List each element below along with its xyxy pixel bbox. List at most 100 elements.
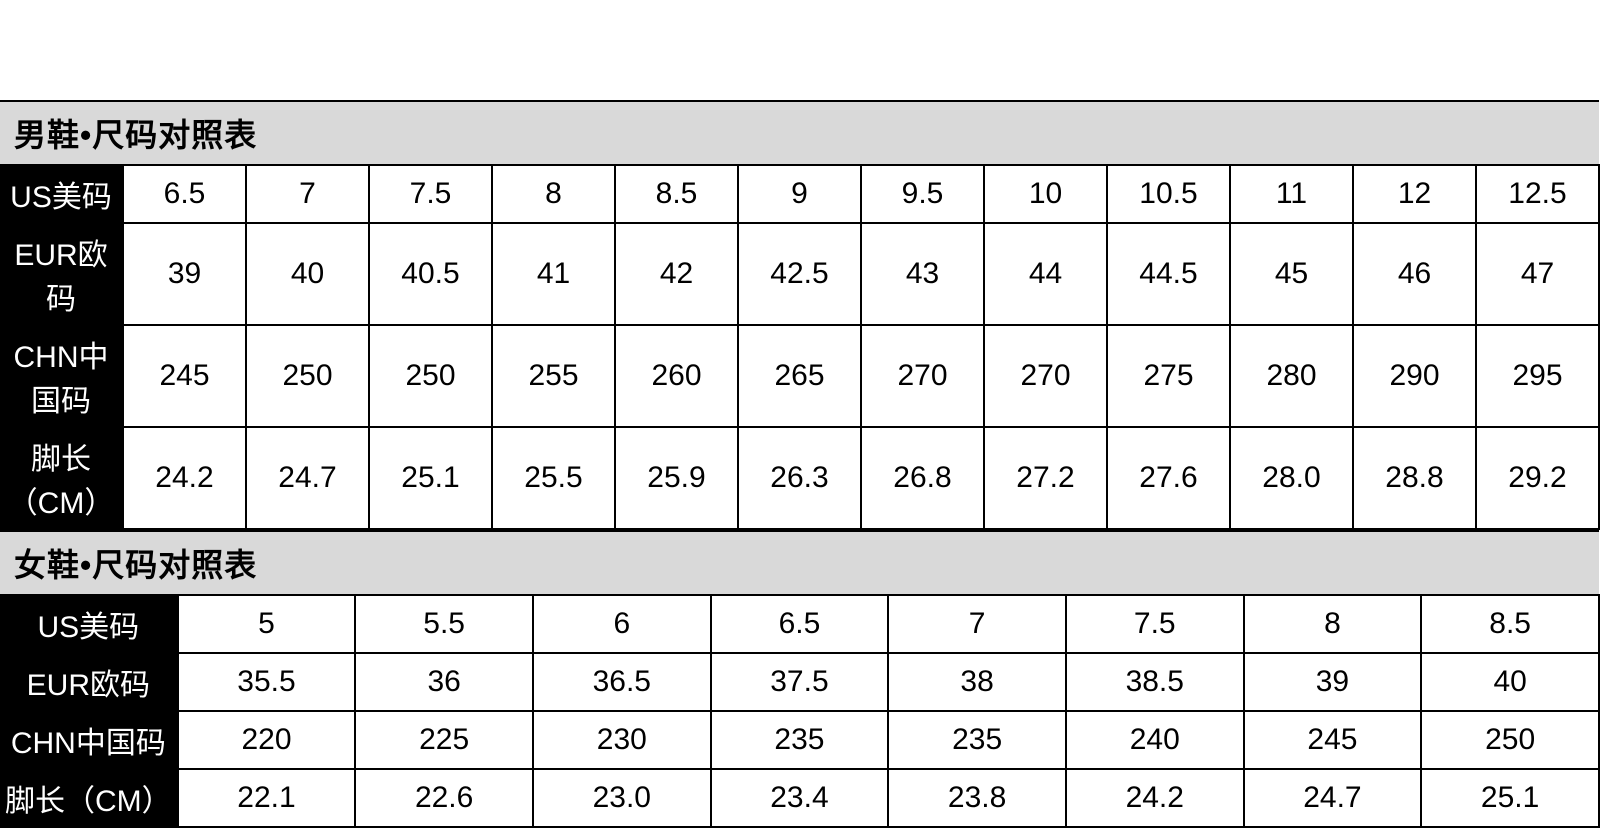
table-cell: 240 [1066, 711, 1244, 769]
table-cell: 10 [984, 165, 1107, 223]
womens-title-row: 女鞋•尺码对照表 [0, 531, 1599, 595]
mens-row-length: 脚长（CM） 24.2 24.7 25.1 25.5 25.9 26.3 26.… [0, 427, 1599, 529]
womens-row-chn: CHN中国码 220 225 230 235 235 240 245 250 [0, 711, 1599, 769]
table-cell: 275 [1107, 325, 1230, 427]
table-cell: 28.8 [1353, 427, 1476, 529]
table-cell: 270 [984, 325, 1107, 427]
table-cell: 41 [492, 223, 615, 325]
table-cell: 8.5 [615, 165, 738, 223]
table-cell: 29.2 [1476, 427, 1599, 529]
table-cell: 235 [711, 711, 889, 769]
table-cell: 44.5 [1107, 223, 1230, 325]
table-cell: 42 [615, 223, 738, 325]
womens-label-length: 脚长（CM） [0, 769, 178, 827]
table-cell: 6 [533, 595, 711, 653]
table-cell: 36 [355, 653, 533, 711]
table-cell: 9 [738, 165, 861, 223]
table-cell: 235 [888, 711, 1066, 769]
table-cell: 295 [1476, 325, 1599, 427]
table-cell: 12 [1353, 165, 1476, 223]
table-cell: 270 [861, 325, 984, 427]
mens-label-length: 脚长（CM） [0, 427, 123, 529]
table-cell: 6.5 [123, 165, 246, 223]
table-cell: 40.5 [369, 223, 492, 325]
table-cell: 25.9 [615, 427, 738, 529]
table-cell: 250 [369, 325, 492, 427]
table-cell: 44 [984, 223, 1107, 325]
table-cell: 7.5 [1066, 595, 1244, 653]
table-cell: 39 [123, 223, 246, 325]
table-cell: 22.1 [178, 769, 356, 827]
table-cell: 25.1 [369, 427, 492, 529]
table-cell: 260 [615, 325, 738, 427]
mens-row-chn: CHN中国码 245 250 250 255 260 265 270 270 2… [0, 325, 1599, 427]
table-cell: 24.2 [1066, 769, 1244, 827]
mens-title: 男鞋•尺码对照表 [0, 101, 1599, 165]
mens-label-eur: EUR欧码 [0, 223, 123, 325]
table-cell: 24.7 [1244, 769, 1422, 827]
mens-title-row: 男鞋•尺码对照表 [0, 101, 1599, 165]
size-chart-container: 男鞋•尺码对照表 US美码 6.5 7 7.5 8 8.5 9 9.5 10 1… [0, 100, 1600, 828]
table-cell: 40 [1421, 653, 1599, 711]
table-cell: 245 [123, 325, 246, 427]
table-cell: 250 [246, 325, 369, 427]
womens-title: 女鞋•尺码对照表 [0, 531, 1599, 595]
womens-label-eur: EUR欧码 [0, 653, 178, 711]
table-cell: 25.1 [1421, 769, 1599, 827]
womens-size-table: 女鞋•尺码对照表 US美码 5 5.5 6 6.5 7 7.5 8 8.5 EU… [0, 530, 1600, 828]
table-cell: 36.5 [533, 653, 711, 711]
mens-label-chn: CHN中国码 [0, 325, 123, 427]
table-cell: 39 [1244, 653, 1422, 711]
womens-row-eur: EUR欧码 35.5 36 36.5 37.5 38 38.5 39 40 [0, 653, 1599, 711]
mens-size-table: 男鞋•尺码对照表 US美码 6.5 7 7.5 8 8.5 9 9.5 10 1… [0, 100, 1600, 530]
table-cell: 220 [178, 711, 356, 769]
table-cell: 9.5 [861, 165, 984, 223]
table-cell: 35.5 [178, 653, 356, 711]
table-cell: 40 [246, 223, 369, 325]
table-cell: 5 [178, 595, 356, 653]
table-cell: 23.0 [533, 769, 711, 827]
table-cell: 25.5 [492, 427, 615, 529]
table-cell: 45 [1230, 223, 1353, 325]
table-cell: 26.8 [861, 427, 984, 529]
table-cell: 24.7 [246, 427, 369, 529]
table-cell: 280 [1230, 325, 1353, 427]
table-cell: 230 [533, 711, 711, 769]
table-cell: 27.6 [1107, 427, 1230, 529]
table-cell: 47 [1476, 223, 1599, 325]
table-cell: 28.0 [1230, 427, 1353, 529]
table-cell: 250 [1421, 711, 1599, 769]
table-cell: 23.8 [888, 769, 1066, 827]
table-cell: 12.5 [1476, 165, 1599, 223]
table-cell: 22.6 [355, 769, 533, 827]
table-cell: 46 [1353, 223, 1476, 325]
table-cell: 6.5 [711, 595, 889, 653]
table-cell: 5.5 [355, 595, 533, 653]
mens-row-eur: EUR欧码 39 40 40.5 41 42 42.5 43 44 44.5 4… [0, 223, 1599, 325]
table-cell: 43 [861, 223, 984, 325]
table-cell: 225 [355, 711, 533, 769]
table-cell: 27.2 [984, 427, 1107, 529]
mens-label-us: US美码 [0, 165, 123, 223]
table-cell: 37.5 [711, 653, 889, 711]
table-cell: 8 [492, 165, 615, 223]
table-cell: 7 [246, 165, 369, 223]
table-cell: 290 [1353, 325, 1476, 427]
table-cell: 23.4 [711, 769, 889, 827]
womens-row-us: US美码 5 5.5 6 6.5 7 7.5 8 8.5 [0, 595, 1599, 653]
table-cell: 265 [738, 325, 861, 427]
womens-row-length: 脚长（CM） 22.1 22.6 23.0 23.4 23.8 24.2 24.… [0, 769, 1599, 827]
table-cell: 11 [1230, 165, 1353, 223]
table-cell: 255 [492, 325, 615, 427]
table-cell: 245 [1244, 711, 1422, 769]
table-cell: 8.5 [1421, 595, 1599, 653]
table-cell: 8 [1244, 595, 1422, 653]
table-cell: 26.3 [738, 427, 861, 529]
table-cell: 24.2 [123, 427, 246, 529]
womens-label-chn: CHN中国码 [0, 711, 178, 769]
mens-row-us: US美码 6.5 7 7.5 8 8.5 9 9.5 10 10.5 11 12… [0, 165, 1599, 223]
table-cell: 42.5 [738, 223, 861, 325]
table-cell: 10.5 [1107, 165, 1230, 223]
table-cell: 38 [888, 653, 1066, 711]
table-cell: 7 [888, 595, 1066, 653]
